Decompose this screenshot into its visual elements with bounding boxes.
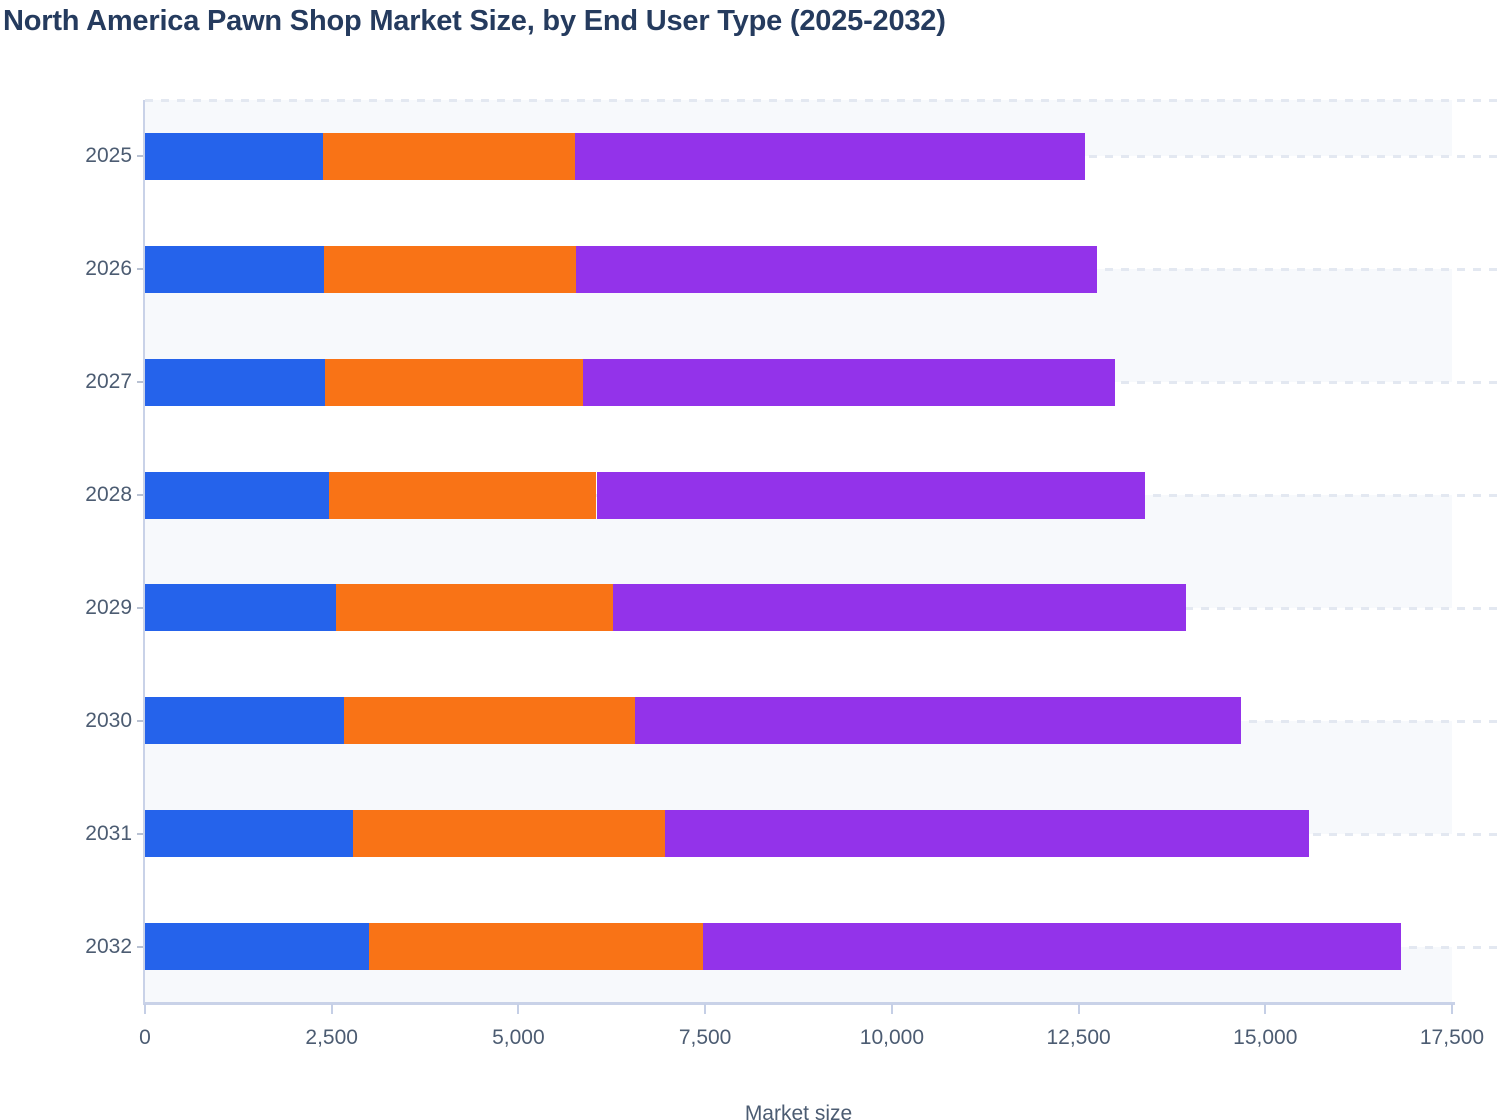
bar-2032-purple[interactable] — [702, 923, 1401, 971]
x-axis-tick — [1077, 1004, 1080, 1014]
x-axis-label: 12,500 — [1046, 1026, 1111, 1049]
y-axis-label: 2032 — [85, 934, 132, 958]
bar-2026-purple[interactable] — [576, 245, 1098, 293]
y-axis-label: 2025 — [85, 144, 132, 168]
y-axis-tick — [137, 381, 145, 384]
x-axis-tick — [1264, 1004, 1267, 1014]
bar-2026-orange[interactable] — [323, 245, 577, 293]
x-axis-tick — [330, 1004, 333, 1014]
y-axis-label: 2026 — [85, 257, 132, 281]
x-axis-label: 15,000 — [1233, 1026, 1298, 1049]
x-axis-title: Market size — [744, 1102, 853, 1120]
bar-2025-orange[interactable] — [322, 132, 576, 180]
y-axis-tick — [137, 268, 145, 271]
bar-2029-orange[interactable] — [336, 584, 613, 632]
bar-2027-purple[interactable] — [583, 358, 1115, 406]
x-axis-line — [143, 1002, 1455, 1005]
bar-2030-purple[interactable] — [634, 697, 1241, 745]
y-axis-tick — [137, 945, 145, 948]
bar-2028-blue[interactable] — [145, 471, 329, 519]
grid-line — [145, 99, 1502, 102]
chart-title: North America Pawn Shop Market Size, by … — [3, 5, 946, 37]
y-axis-tick — [137, 832, 145, 835]
x-axis-tick — [144, 1004, 146, 1014]
x-axis-label: 0 — [139, 1026, 151, 1049]
x-axis-label: 2,500 — [305, 1026, 358, 1049]
bar-2031-purple[interactable] — [665, 810, 1309, 858]
x-axis-tick — [1451, 1004, 1453, 1014]
bar-2030-orange[interactable] — [343, 697, 635, 745]
x-axis-label: 5,000 — [492, 1026, 545, 1049]
bar-2029-purple[interactable] — [612, 584, 1187, 632]
bar-2025-purple[interactable] — [575, 132, 1086, 180]
y-axis-tick — [137, 606, 145, 609]
bar-2029-blue[interactable] — [145, 584, 337, 632]
y-axis-tick — [137, 494, 145, 497]
y-axis-line — [143, 100, 145, 1003]
bar-2031-orange[interactable] — [353, 810, 666, 858]
y-axis-label: 2030 — [85, 708, 132, 732]
y-axis-label: 2029 — [85, 595, 132, 619]
bar-2032-blue[interactable] — [145, 923, 369, 971]
x-axis-tick — [890, 1004, 893, 1014]
bar-2025-blue[interactable] — [145, 132, 323, 180]
bar-2026-blue[interactable] — [145, 245, 324, 293]
bar-2032-orange[interactable] — [368, 923, 703, 971]
y-axis-tick — [137, 155, 145, 158]
y-axis-label: 2027 — [85, 370, 132, 394]
x-axis-label: 7,500 — [678, 1026, 732, 1049]
x-axis-label: 17,500 — [1419, 1026, 1485, 1049]
bar-2027-blue[interactable] — [145, 358, 326, 406]
x-axis-label: 10,000 — [859, 1026, 924, 1049]
bar-2028-purple[interactable] — [596, 471, 1146, 519]
y-axis-tick — [137, 719, 145, 722]
bar-2030-blue[interactable] — [145, 697, 344, 745]
y-axis-label: 2031 — [85, 821, 132, 845]
x-axis-tick — [517, 1004, 520, 1014]
bar-2027-orange[interactable] — [325, 358, 584, 406]
bar-2031-blue[interactable] — [145, 810, 353, 858]
x-axis-tick — [704, 1004, 707, 1014]
y-axis-label: 2028 — [85, 483, 132, 507]
bar-2028-orange[interactable] — [328, 471, 597, 519]
